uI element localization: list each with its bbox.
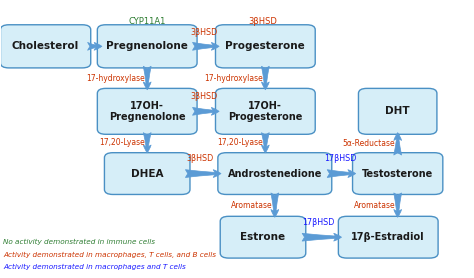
FancyBboxPatch shape [97,88,197,134]
Text: 17,20-Lyase: 17,20-Lyase [217,138,263,147]
FancyBboxPatch shape [216,25,315,68]
Text: 3βHSD: 3βHSD [248,17,277,26]
Text: 17-hydroxylase: 17-hydroxylase [86,73,145,83]
FancyBboxPatch shape [218,153,332,194]
Text: Activity demonstrated in macrophages and T cells: Activity demonstrated in macrophages and… [3,264,186,270]
Text: No activity demonstrated in immune cells: No activity demonstrated in immune cells [3,239,155,245]
Text: Progesterone: Progesterone [226,41,305,51]
Text: 17βHSD: 17βHSD [302,218,335,227]
Text: 17,20-Lyase: 17,20-Lyase [99,138,145,147]
Text: Pregnenolone: Pregnenolone [106,41,188,51]
Text: Aromatase: Aromatase [354,201,395,210]
Text: Testosterone: Testosterone [362,168,433,178]
Text: 3βHSD: 3βHSD [190,92,218,101]
Text: 17βHSD: 17βHSD [324,154,356,163]
FancyBboxPatch shape [0,25,91,68]
Text: 17OH-
Pregnenolone: 17OH- Pregnenolone [109,101,185,122]
Text: 17β-Estradiol: 17β-Estradiol [351,232,425,242]
FancyBboxPatch shape [338,216,438,258]
Text: Estrone: Estrone [240,232,285,242]
Text: DHEA: DHEA [131,168,164,178]
FancyBboxPatch shape [358,88,437,134]
FancyBboxPatch shape [216,88,315,134]
Text: 17-hydroxylase: 17-hydroxylase [204,73,263,83]
Text: 5α-Reductase: 5α-Reductase [343,139,395,148]
FancyBboxPatch shape [97,25,197,68]
Text: Aromatase: Aromatase [231,201,273,210]
Text: Activity demonstrated in macrophages, T cells, and B cells: Activity demonstrated in macrophages, T … [3,252,216,258]
Text: CYP11A1: CYP11A1 [128,17,166,26]
Text: 3βHSD: 3βHSD [186,154,214,163]
Text: 17OH-
Progesterone: 17OH- Progesterone [228,101,302,122]
FancyBboxPatch shape [220,216,306,258]
FancyBboxPatch shape [353,153,443,194]
Text: Cholesterol: Cholesterol [12,41,79,51]
FancyBboxPatch shape [104,153,190,194]
Text: 3βHSD: 3βHSD [190,28,218,37]
Text: DHT: DHT [385,106,410,116]
Text: Androstenedione: Androstenedione [228,168,322,178]
